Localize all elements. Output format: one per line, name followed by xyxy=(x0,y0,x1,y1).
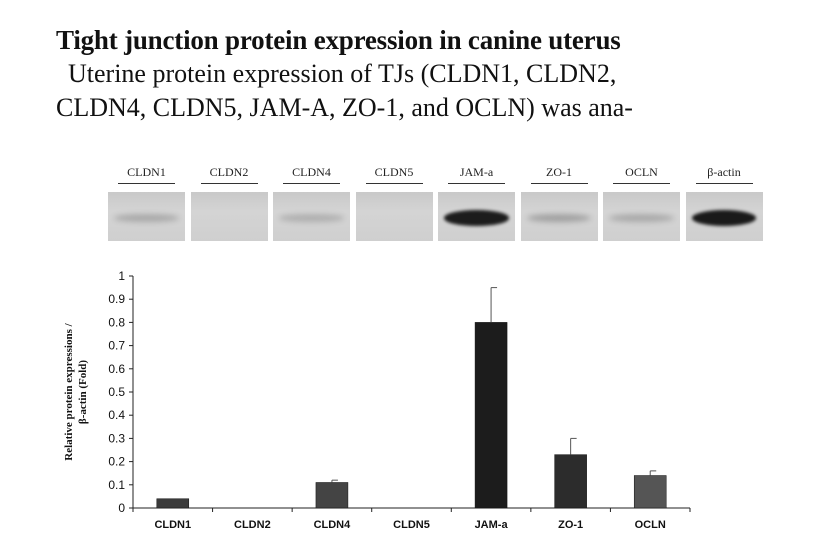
y-tick-label: 0.2 xyxy=(108,455,125,469)
blot-band xyxy=(279,214,344,222)
blot-band xyxy=(444,210,509,226)
x-category-label: CLDN4 xyxy=(314,519,352,531)
blot-band xyxy=(691,210,757,226)
blot-panel xyxy=(603,192,680,241)
blot-label-underline xyxy=(118,183,175,184)
y-tick-label: 0.6 xyxy=(108,362,125,376)
bar xyxy=(156,498,190,509)
blot-panel xyxy=(438,192,515,241)
blot-lane: JAM-a xyxy=(438,163,515,243)
x-category-label: CLDN1 xyxy=(154,519,191,531)
y-axis-label: β-actin (Fold) xyxy=(77,360,89,424)
blot-lane: ZO-1 xyxy=(520,163,598,243)
x-category-label: ZO-1 xyxy=(558,519,583,531)
blot-panel xyxy=(108,192,185,241)
blot-band xyxy=(609,214,674,222)
paragraph-line-1: Uterine protein expression of TJs (CLDN1… xyxy=(68,59,617,88)
x-category-label: OCLN xyxy=(635,519,666,531)
blot-lane-label: CLDN4 xyxy=(292,165,331,179)
blot-panel xyxy=(190,192,268,241)
x-category-label: CLDN5 xyxy=(393,519,430,531)
blot-lane-label: β-actin xyxy=(707,165,741,179)
blot-panel xyxy=(520,192,598,241)
blot-panel xyxy=(273,192,350,241)
blot-lane-label: ZO-1 xyxy=(546,165,572,179)
western-blot-figure: CLDN1 CLDN2 CLDN4 CLDN5 JAM-a ZO-1 OCLN β-actin xyxy=(108,163,771,243)
blot-lane-label: OCLN xyxy=(625,165,658,179)
y-tick-label: 0.9 xyxy=(108,292,125,306)
y-tick-label: 1 xyxy=(118,269,125,283)
paragraph-line-2: CLDN4, CLDN5, JAM-A, ZO-1, and OCLN) was… xyxy=(56,93,633,122)
y-tick-label: 0.5 xyxy=(108,385,125,399)
blot-lane-label: CLDN2 xyxy=(209,165,249,179)
blot-label-underline xyxy=(695,183,753,184)
blot-label-underline xyxy=(530,183,588,184)
blot-lane-label: JAM-a xyxy=(459,165,494,179)
blot-lane: OCLN xyxy=(603,163,680,243)
y-tick-label: 0.7 xyxy=(108,339,125,353)
x-category-label: JAM-a xyxy=(475,519,509,531)
bar xyxy=(315,482,349,509)
blot-label-underline xyxy=(613,183,670,184)
blot-lane-label: CLDN1 xyxy=(127,165,166,179)
blot-lane: CLDN5 xyxy=(355,163,433,243)
blot-label-underline xyxy=(200,183,258,184)
blot-label-underline xyxy=(283,183,340,184)
y-tick-label: 0.3 xyxy=(108,431,125,445)
y-tick-label: 0 xyxy=(118,501,125,515)
y-axis-label: Relative protein expressions / xyxy=(63,322,75,460)
blot-panel xyxy=(685,192,763,241)
y-tick-label: 0.1 xyxy=(108,478,125,492)
bar xyxy=(633,475,667,509)
y-tick-label: 0.4 xyxy=(108,408,125,422)
y-tick-label: 0.8 xyxy=(108,315,125,329)
blot-panel xyxy=(355,192,433,241)
blot-lane: CLDN2 xyxy=(190,163,268,243)
blot-label-underline xyxy=(365,183,423,184)
blot-lane: CLDN1 xyxy=(108,163,185,243)
blot-band xyxy=(114,214,179,222)
bar xyxy=(474,322,508,509)
bar xyxy=(554,454,587,509)
blot-band xyxy=(526,214,592,222)
blot-label-underline xyxy=(448,183,505,184)
blot-lane: β-actin xyxy=(685,163,763,243)
blot-lane-label: CLDN5 xyxy=(374,165,414,179)
section-heading: Tight junction protein expression in can… xyxy=(56,25,621,55)
blot-lane: CLDN4 xyxy=(273,163,350,243)
x-category-label: CLDN2 xyxy=(234,519,271,531)
